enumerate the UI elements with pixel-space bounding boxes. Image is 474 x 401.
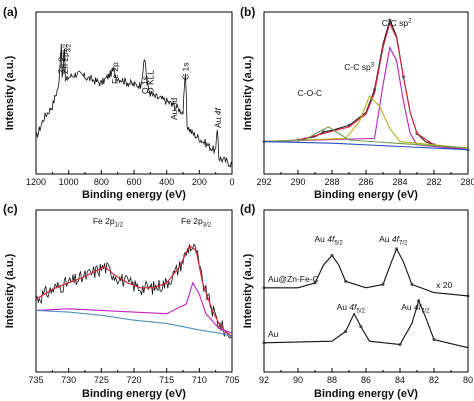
spectrum-line-1 bbox=[35, 244, 233, 337]
x-tick-label: 88 bbox=[327, 375, 337, 385]
series-label: Au bbox=[268, 329, 279, 339]
panel-a: (a) Intensity (a.u.) Binding energy (eV)… bbox=[3, 5, 235, 201]
data-point bbox=[388, 18, 392, 22]
x-tick-label: 1200 bbox=[26, 177, 46, 187]
data-point bbox=[410, 283, 414, 287]
x-tick-label: 725 bbox=[94, 375, 109, 385]
spectrum-line-4 bbox=[263, 126, 469, 149]
data-point bbox=[398, 342, 402, 346]
data-point bbox=[395, 247, 399, 251]
x-tick-label: 282 bbox=[426, 177, 441, 187]
x-tick-label: 286 bbox=[358, 177, 373, 187]
panel-b: (b) Intensity (a.u.) Binding energy (eV)… bbox=[240, 5, 474, 201]
panel-b-ylabel: Intensity (a.u.) bbox=[242, 55, 254, 130]
panel-label-c: (c) bbox=[3, 202, 18, 216]
panel-c: (c) Intensity (a.u.) Binding energy (eV)… bbox=[3, 202, 240, 400]
series-au bbox=[263, 299, 469, 349]
x-tick-label: 600 bbox=[126, 177, 141, 187]
x-tick-label: 288 bbox=[324, 177, 339, 187]
x-tick-label: 720 bbox=[126, 375, 141, 385]
spectrum-line-0 bbox=[35, 243, 233, 339]
x-tick-label: 80 bbox=[463, 375, 473, 385]
data-point bbox=[432, 338, 436, 342]
series-au-zn-fe-c bbox=[264, 247, 469, 297]
data-point bbox=[417, 299, 421, 303]
spectrum-line-0 bbox=[35, 43, 233, 168]
data-point bbox=[344, 279, 348, 283]
x-tick-label: 284 bbox=[392, 177, 407, 187]
panel-d-xlabel: Binding energy (eV) bbox=[314, 388, 418, 400]
panel-d: (d) Intensity (a.u.) Binding energy (eV)… bbox=[240, 202, 473, 400]
peak-label: Au 3d bbox=[169, 98, 179, 120]
x-tick-label: 200 bbox=[192, 177, 207, 187]
data-point bbox=[466, 294, 470, 298]
peak-label: Au 4f7/2 bbox=[379, 234, 408, 247]
spectrum-line-0 bbox=[264, 18, 469, 151]
spectrum-line-1 bbox=[263, 21, 469, 151]
x-tick-label: 705 bbox=[224, 375, 239, 385]
peak-label: Au 4f7/2 bbox=[401, 302, 430, 315]
spectrum-line-2 bbox=[35, 281, 233, 334]
panel-a-xlabel: Binding energy (eV) bbox=[82, 189, 186, 201]
x-tick-label: 82 bbox=[429, 375, 439, 385]
panel-label-d: (d) bbox=[240, 202, 255, 216]
spectrum-line-3 bbox=[263, 95, 469, 149]
panel-b-frame bbox=[263, 11, 469, 175]
peak-label: Fe 2p1/2 bbox=[93, 216, 124, 229]
peak-label: Au 4f bbox=[213, 107, 223, 128]
peak-label: Zn 2p1/2 bbox=[56, 43, 69, 74]
data-point bbox=[344, 329, 348, 333]
panel-c-ylabel: Intensity (a.u.) bbox=[4, 253, 16, 328]
peak-label: O 1s bbox=[140, 76, 150, 94]
panel-label-a: (a) bbox=[3, 5, 18, 19]
peak-label: Fe 2p bbox=[110, 62, 120, 84]
panel-c-xlabel: Binding energy (eV) bbox=[82, 388, 186, 400]
x-tick-label: 735 bbox=[28, 375, 43, 385]
peak-label: O KLL bbox=[145, 70, 155, 94]
x-tick-label: 92 bbox=[259, 375, 269, 385]
spectrum-line-2 bbox=[263, 45, 469, 151]
peak-label: C-C sp2 bbox=[382, 18, 412, 28]
data-point bbox=[381, 283, 385, 287]
peak-label: Au 4f5/2 bbox=[337, 302, 366, 315]
x-tick-label: 90 bbox=[293, 375, 303, 385]
x-tick-label: 0 bbox=[229, 177, 234, 187]
peak-label: Au 4f5/2 bbox=[314, 234, 343, 247]
data-point bbox=[313, 281, 317, 285]
x-tick-label: 800 bbox=[94, 177, 109, 187]
data-point bbox=[262, 286, 266, 290]
x-tick-label: 290 bbox=[290, 177, 305, 187]
panel-d-ylabel: Intensity (a.u.) bbox=[242, 253, 254, 328]
data-point bbox=[330, 253, 334, 257]
x-tick-label: 86 bbox=[361, 375, 371, 385]
x-tick-label: 1000 bbox=[59, 177, 79, 187]
x-tick-label: 292 bbox=[256, 177, 271, 187]
x-tick-label: 280 bbox=[460, 177, 474, 187]
panel-d-frame bbox=[263, 209, 469, 373]
x-tick-label: 400 bbox=[159, 177, 174, 187]
peak-label: C-O-C bbox=[298, 88, 323, 98]
data-point bbox=[359, 325, 363, 329]
panel-a-frame bbox=[35, 11, 233, 175]
x-tick-label: 710 bbox=[192, 375, 207, 385]
series-label: Au@Zn-Fe-C bbox=[268, 274, 319, 284]
peak-label: C-C sp3 bbox=[344, 62, 374, 72]
peak-label: Zn 2p3/2 bbox=[60, 43, 73, 74]
x-tick-label: 715 bbox=[159, 375, 174, 385]
panel-a-ylabel: Intensity (a.u.) bbox=[4, 55, 16, 130]
peak-label: Fe 2p3/2 bbox=[181, 216, 212, 229]
x-tick-label: 730 bbox=[61, 375, 76, 385]
panel-b-xlabel: Binding energy (eV) bbox=[314, 189, 418, 201]
data-point bbox=[262, 341, 266, 345]
scale-factor-label: x 20 bbox=[436, 280, 452, 290]
spectrum-line-5 bbox=[263, 141, 469, 151]
panel-label-b: (b) bbox=[240, 5, 255, 19]
x-tick-label: 84 bbox=[395, 375, 405, 385]
peak-label: C 1s bbox=[180, 63, 190, 80]
spectrum-line-3 bbox=[35, 309, 233, 337]
